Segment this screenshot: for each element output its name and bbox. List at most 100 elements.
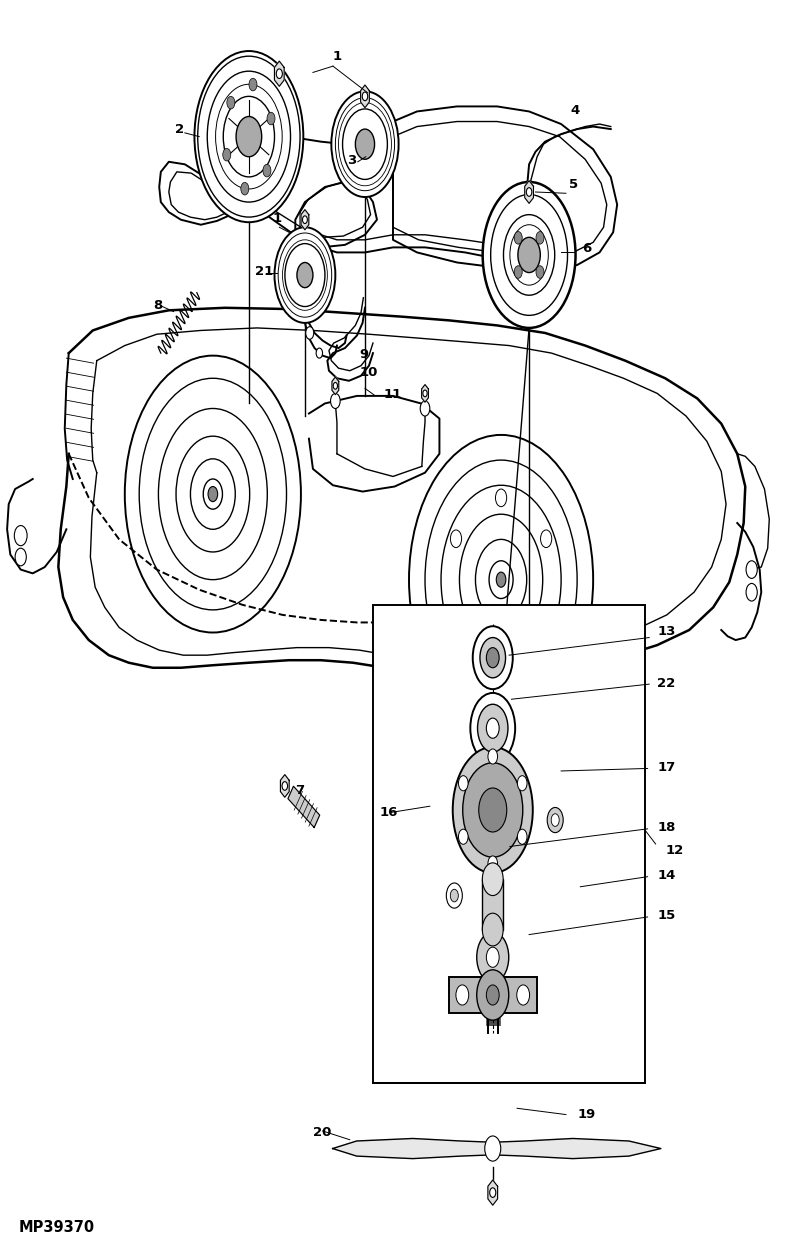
Circle shape bbox=[420, 401, 430, 416]
Text: 16: 16 bbox=[379, 806, 398, 819]
Circle shape bbox=[526, 188, 532, 197]
Circle shape bbox=[482, 914, 503, 946]
Text: 11: 11 bbox=[383, 388, 402, 402]
Circle shape bbox=[342, 108, 387, 179]
Text: 18: 18 bbox=[657, 822, 675, 834]
Circle shape bbox=[479, 788, 507, 832]
Text: 22: 22 bbox=[657, 677, 675, 689]
Polygon shape bbox=[332, 377, 338, 394]
Circle shape bbox=[423, 391, 427, 397]
Text: 21: 21 bbox=[255, 265, 273, 278]
Circle shape bbox=[274, 227, 335, 323]
Circle shape bbox=[482, 863, 503, 896]
Circle shape bbox=[236, 116, 261, 156]
Circle shape bbox=[267, 112, 275, 125]
Polygon shape bbox=[281, 775, 290, 798]
Circle shape bbox=[517, 776, 527, 791]
Circle shape bbox=[480, 638, 505, 678]
Polygon shape bbox=[274, 60, 284, 86]
Text: 6: 6 bbox=[582, 242, 591, 256]
Text: 19: 19 bbox=[577, 1109, 595, 1121]
Text: 2: 2 bbox=[175, 122, 184, 136]
Polygon shape bbox=[288, 786, 320, 828]
Circle shape bbox=[518, 237, 541, 272]
Circle shape bbox=[194, 52, 303, 222]
Circle shape bbox=[297, 262, 313, 287]
Circle shape bbox=[514, 266, 522, 278]
Circle shape bbox=[363, 92, 367, 101]
Circle shape bbox=[547, 808, 563, 833]
Text: 10: 10 bbox=[359, 365, 378, 379]
Circle shape bbox=[746, 583, 757, 601]
Polygon shape bbox=[422, 384, 428, 402]
Circle shape bbox=[333, 383, 338, 389]
Text: 20: 20 bbox=[313, 1126, 331, 1139]
Circle shape bbox=[551, 814, 559, 827]
Circle shape bbox=[451, 612, 462, 630]
Polygon shape bbox=[488, 1181, 497, 1205]
Circle shape bbox=[355, 129, 375, 159]
Text: 7: 7 bbox=[295, 784, 305, 796]
Circle shape bbox=[331, 91, 399, 197]
Circle shape bbox=[488, 856, 497, 871]
Circle shape bbox=[459, 776, 468, 791]
Circle shape bbox=[223, 149, 231, 161]
Circle shape bbox=[223, 96, 274, 176]
Text: 17: 17 bbox=[657, 761, 675, 774]
Circle shape bbox=[536, 232, 544, 244]
Text: 14: 14 bbox=[657, 869, 675, 882]
Circle shape bbox=[447, 883, 462, 908]
Text: 4: 4 bbox=[571, 105, 580, 117]
Circle shape bbox=[459, 829, 468, 844]
Polygon shape bbox=[301, 209, 309, 229]
Circle shape bbox=[486, 948, 499, 968]
Circle shape bbox=[450, 890, 458, 902]
Circle shape bbox=[452, 747, 533, 873]
Text: 1: 1 bbox=[333, 50, 342, 63]
Circle shape bbox=[263, 164, 271, 176]
Circle shape bbox=[14, 525, 27, 546]
Circle shape bbox=[208, 486, 217, 501]
Circle shape bbox=[477, 704, 508, 752]
Text: 13: 13 bbox=[657, 625, 675, 638]
Circle shape bbox=[463, 762, 523, 857]
Text: 15: 15 bbox=[657, 910, 675, 922]
Circle shape bbox=[746, 561, 757, 578]
Circle shape bbox=[496, 572, 506, 587]
Circle shape bbox=[488, 748, 497, 764]
Circle shape bbox=[490, 1188, 496, 1197]
Circle shape bbox=[486, 648, 499, 668]
Circle shape bbox=[282, 781, 288, 790]
Circle shape bbox=[316, 348, 322, 358]
Circle shape bbox=[476, 970, 508, 1021]
Bar bbox=[373, 605, 645, 1084]
Polygon shape bbox=[361, 84, 370, 107]
Circle shape bbox=[456, 985, 468, 1005]
Circle shape bbox=[541, 530, 552, 548]
Circle shape bbox=[484, 1137, 500, 1162]
Circle shape bbox=[496, 489, 507, 507]
Circle shape bbox=[249, 78, 257, 91]
Circle shape bbox=[483, 181, 576, 328]
Text: 1: 1 bbox=[273, 212, 282, 226]
Circle shape bbox=[516, 985, 529, 1005]
Text: 9: 9 bbox=[359, 348, 368, 362]
Text: 3: 3 bbox=[347, 154, 356, 168]
Polygon shape bbox=[525, 180, 533, 203]
Polygon shape bbox=[333, 1139, 661, 1159]
Circle shape bbox=[207, 71, 290, 202]
Circle shape bbox=[15, 548, 26, 566]
Circle shape bbox=[536, 266, 544, 278]
Circle shape bbox=[227, 96, 235, 108]
Circle shape bbox=[517, 829, 527, 844]
Circle shape bbox=[541, 612, 552, 630]
Text: 8: 8 bbox=[153, 299, 162, 312]
Circle shape bbox=[514, 232, 522, 244]
Circle shape bbox=[451, 530, 462, 548]
Circle shape bbox=[306, 326, 314, 339]
Circle shape bbox=[504, 214, 555, 295]
Circle shape bbox=[330, 393, 340, 408]
Circle shape bbox=[276, 69, 282, 78]
Text: 5: 5 bbox=[569, 178, 578, 192]
Bar bbox=[448, 978, 537, 1013]
